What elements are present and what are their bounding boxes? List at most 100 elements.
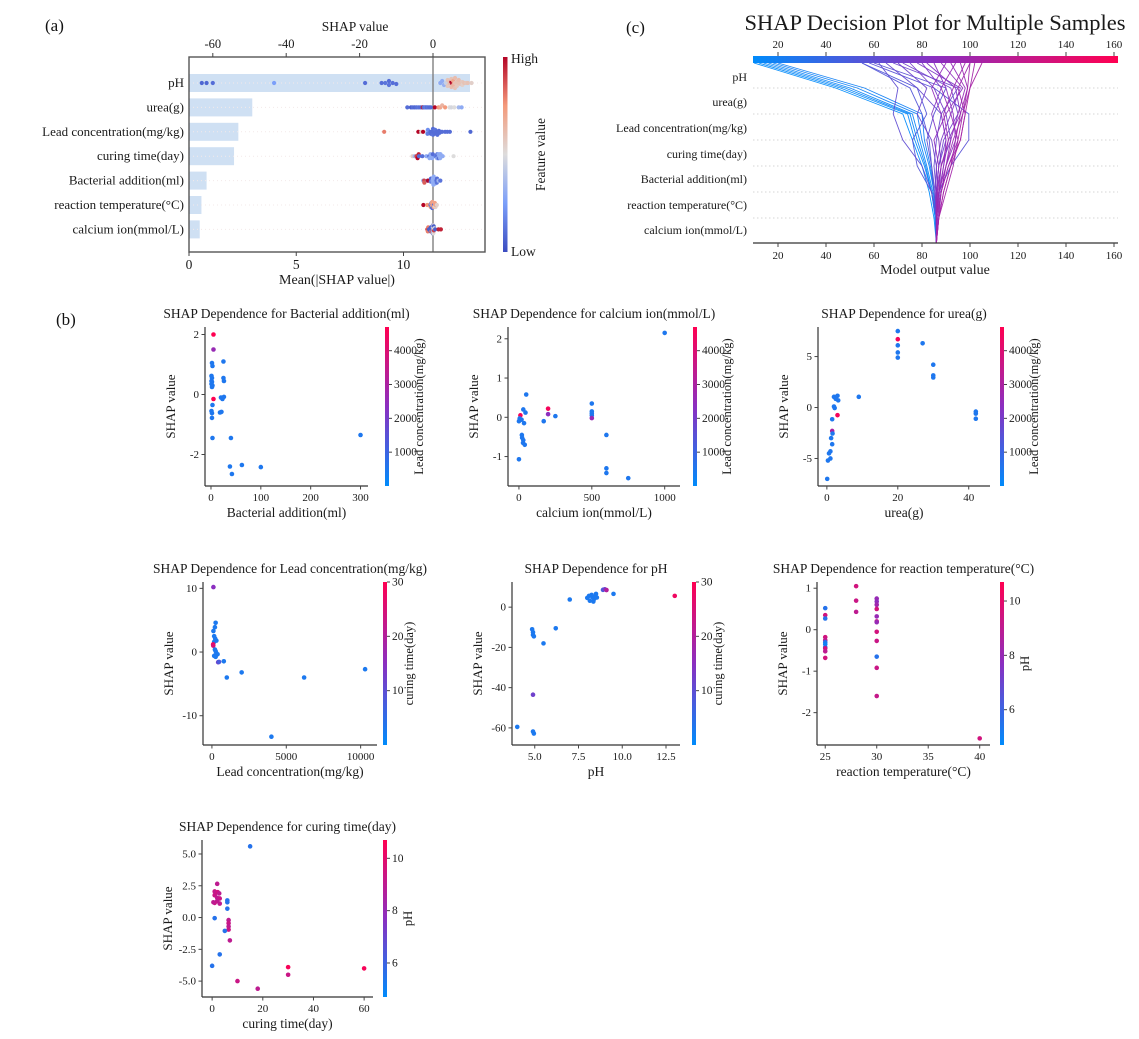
svg-text:0: 0 (824, 492, 830, 504)
svg-text:Mean(|SHAP value|): Mean(|SHAP value|) (279, 273, 395, 288)
svg-text:SHAP value: SHAP value (470, 631, 485, 695)
svg-text:40: 40 (821, 39, 833, 51)
svg-text:10: 10 (1009, 596, 1021, 608)
svg-text:40: 40 (308, 1003, 320, 1015)
svg-text:7.5: 7.5 (572, 751, 586, 763)
svg-text:3000: 3000 (1009, 379, 1032, 391)
svg-text:pH: pH (401, 911, 415, 926)
svg-text:Lead concentration(mg/kg): Lead concentration(mg/kg) (412, 338, 426, 474)
svg-text:Lead concentration(mg/kg): Lead concentration(mg/kg) (616, 121, 747, 135)
svg-text:35: 35 (923, 751, 935, 763)
svg-text:0: 0 (516, 492, 522, 504)
svg-text:100: 100 (962, 250, 979, 262)
svg-text:curing time(day): curing time(day) (667, 147, 747, 161)
svg-text:20: 20 (773, 39, 785, 51)
svg-text:1: 1 (497, 373, 503, 385)
svg-text:5: 5 (807, 351, 813, 363)
svg-text:pH: pH (1018, 656, 1032, 671)
svg-text:Lead concentration(mg/kg): Lead concentration(mg/kg) (720, 338, 734, 474)
svg-text:2000: 2000 (394, 413, 417, 425)
svg-text:1: 1 (806, 583, 812, 595)
svg-text:10000: 10000 (347, 751, 375, 763)
svg-text:Model output value: Model output value (880, 263, 990, 278)
svg-text:10: 10 (701, 685, 713, 697)
svg-text:-40: -40 (278, 37, 295, 51)
svg-text:2: 2 (497, 333, 503, 345)
svg-text:10: 10 (392, 685, 404, 697)
svg-text:5000: 5000 (275, 751, 298, 763)
dependence-plot-b4: SHAP Dependence for Lead concentration(m… (153, 561, 427, 779)
svg-text:-1: -1 (802, 666, 811, 678)
svg-text:SHAP value: SHAP value (776, 374, 791, 438)
svg-text:-60: -60 (204, 37, 221, 51)
svg-text:SHAP Dependence for curing tim: SHAP Dependence for curing time(day) (179, 819, 396, 834)
svg-text:urea(g): urea(g) (885, 505, 924, 520)
svg-text:-1: -1 (493, 451, 502, 463)
svg-text:0: 0 (194, 389, 200, 401)
svg-text:0: 0 (497, 412, 503, 424)
svg-text:SHAP Dependence for urea(g): SHAP Dependence for urea(g) (821, 306, 987, 321)
svg-text:calcium ion(mmol/L): calcium ion(mmol/L) (72, 221, 184, 236)
svg-text:2: 2 (194, 329, 200, 341)
svg-text:calcium ion(mmol/L): calcium ion(mmol/L) (536, 505, 652, 520)
svg-text:0: 0 (209, 1003, 215, 1015)
svg-text:20: 20 (701, 631, 713, 643)
svg-text:4000: 4000 (1009, 345, 1032, 357)
svg-text:20: 20 (773, 250, 785, 262)
panel-b-label: (b) (56, 310, 76, 329)
svg-text:calcium ion(mmol/L): calcium ion(mmol/L) (644, 223, 747, 237)
svg-text:60: 60 (869, 39, 881, 51)
svg-text:20: 20 (892, 492, 904, 504)
svg-text:12.5: 12.5 (656, 751, 676, 763)
svg-text:8: 8 (392, 905, 398, 917)
svg-text:30: 30 (392, 577, 404, 589)
svg-text:reaction temperature(°C): reaction temperature(°C) (836, 764, 971, 779)
svg-text:30: 30 (701, 577, 713, 589)
svg-text:-20: -20 (491, 642, 506, 654)
svg-text:25: 25 (820, 751, 832, 763)
svg-text:10: 10 (392, 853, 404, 865)
svg-text:5: 5 (293, 257, 300, 272)
svg-text:curing time(day): curing time(day) (711, 622, 725, 706)
svg-text:100: 100 (253, 492, 270, 504)
svg-text:-5: -5 (803, 453, 813, 465)
svg-text:80: 80 (917, 250, 929, 262)
svg-text:3000: 3000 (702, 379, 725, 391)
svg-text:60: 60 (359, 1003, 371, 1015)
panel-c-decision-plot: SHAP Decision Plot for Multiple Samples 2… (616, 10, 1125, 278)
svg-text:30: 30 (871, 751, 883, 763)
svg-text:6: 6 (1009, 704, 1015, 716)
svg-text:SHAP Dependence for Lead conce: SHAP Dependence for Lead concentration(m… (153, 561, 427, 576)
svg-text:Lead concentration(mg/kg): Lead concentration(mg/kg) (216, 764, 363, 779)
svg-text:SHAP value: SHAP value (322, 19, 389, 34)
svg-text:5.0: 5.0 (528, 751, 542, 763)
svg-text:120: 120 (1010, 250, 1027, 262)
svg-text:0: 0 (430, 37, 436, 51)
dependence-plot-b7: SHAP Dependence for curing time(day) 0 20 4… (160, 819, 415, 1031)
svg-text:2.5: 2.5 (182, 880, 196, 892)
svg-text:4000: 4000 (702, 345, 725, 357)
svg-text:5.0: 5.0 (182, 848, 196, 860)
svg-text:SHAP Dependence for pH: SHAP Dependence for pH (524, 561, 667, 576)
svg-text:1000: 1000 (394, 447, 417, 459)
svg-text:4000: 4000 (394, 345, 417, 357)
svg-text:SHAP value: SHAP value (161, 631, 176, 695)
svg-text:20: 20 (392, 631, 404, 643)
svg-text:80: 80 (917, 39, 929, 51)
svg-text:SHAP value: SHAP value (160, 886, 175, 950)
svg-text:pH: pH (168, 75, 184, 90)
dependence-plot-b1: SHAP Dependence for Bacterial addition(m… (163, 306, 426, 520)
svg-text:6: 6 (392, 957, 398, 969)
svg-text:1000: 1000 (1009, 447, 1032, 459)
dependence-plot-b3: SHAP Dependence for urea(g) 0 20 40 -5 0 5 urea… (776, 306, 1041, 520)
svg-text:200: 200 (302, 492, 319, 504)
svg-text:Bacterial addition(ml): Bacterial addition(ml) (69, 173, 184, 188)
svg-text:pH: pH (732, 70, 747, 84)
svg-text:10: 10 (186, 583, 198, 595)
svg-text:curing time(day): curing time(day) (402, 622, 416, 706)
svg-text:120: 120 (1010, 39, 1027, 51)
svg-text:0: 0 (806, 624, 812, 636)
svg-text:40: 40 (974, 751, 986, 763)
